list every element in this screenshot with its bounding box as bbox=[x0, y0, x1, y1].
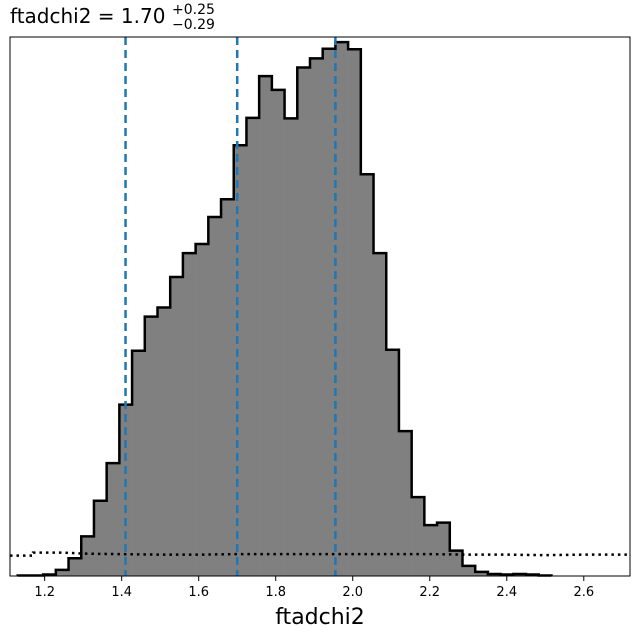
x-tick-label: 1.8 bbox=[265, 585, 286, 600]
histogram-bar bbox=[449, 550, 463, 576]
histogram-bar bbox=[271, 89, 285, 576]
histogram-bar bbox=[81, 536, 95, 576]
histogram-bar bbox=[373, 253, 387, 576]
plot-area: 1.2 1.4 1.6 1.8 2.0 2.2 2.4 2.6 ftadchi2 bbox=[9, 36, 631, 630]
histogram-bars bbox=[17, 42, 552, 577]
histogram-bar bbox=[259, 76, 273, 576]
histogram-bar bbox=[132, 350, 146, 576]
histogram-bar bbox=[144, 316, 158, 576]
axes-frame bbox=[9, 36, 631, 577]
histogram-bar bbox=[475, 571, 489, 576]
x-axis-ticks: 1.2 1.4 1.6 1.8 2.0 2.2 2.4 2.6 bbox=[34, 576, 594, 600]
histogram-bar bbox=[182, 253, 196, 576]
x-axis-label: ftadchi2 bbox=[275, 605, 365, 630]
chart-title: ftadchi2 = 1.70 +0.25 −0.29 bbox=[10, 2, 215, 33]
title-lower-error: −0.29 bbox=[172, 17, 215, 33]
histogram-bar bbox=[424, 525, 438, 576]
histogram-outline bbox=[16, 40, 553, 577]
title-upper-error: +0.25 bbox=[172, 2, 215, 18]
quantile-lines bbox=[124, 37, 337, 576]
histogram-bar bbox=[68, 558, 82, 576]
x-tick-label: 2.6 bbox=[573, 585, 594, 600]
histogram-bar bbox=[119, 404, 133, 576]
histogram-bar bbox=[93, 500, 107, 576]
histogram-bar bbox=[398, 431, 412, 576]
svg-text:ftadchi2 = 1.70: ftadchi2 = 1.70 bbox=[10, 4, 165, 28]
x-tick-label: 1.4 bbox=[111, 585, 132, 600]
x-tick-label: 2.2 bbox=[419, 585, 440, 600]
x-tick-label: 1.2 bbox=[34, 585, 55, 600]
histogram-bar bbox=[297, 67, 311, 577]
histogram-bar bbox=[221, 199, 235, 576]
histogram-bar bbox=[195, 243, 209, 576]
prior-line bbox=[10, 551, 630, 557]
histogram-bar bbox=[157, 307, 171, 576]
histogram-bar bbox=[208, 217, 222, 576]
x-tick-label: 2.0 bbox=[342, 585, 363, 600]
histogram-bar bbox=[335, 42, 349, 577]
histogram-bar bbox=[246, 117, 260, 576]
histogram-bar bbox=[284, 118, 298, 576]
title-param: ftadchi2 bbox=[10, 4, 91, 28]
histogram-bar bbox=[437, 522, 451, 576]
x-tick-label: 1.6 bbox=[188, 585, 209, 600]
histogram-bar bbox=[322, 48, 336, 576]
histogram-bar bbox=[462, 565, 476, 576]
histogram-bar bbox=[309, 58, 323, 576]
histogram-bar bbox=[233, 145, 247, 577]
histogram-bar bbox=[348, 49, 362, 576]
histogram-bar bbox=[386, 349, 400, 576]
histogram-bar bbox=[106, 463, 120, 576]
title-equals: = bbox=[91, 4, 120, 28]
title-value: 1.70 bbox=[121, 4, 166, 28]
histogram-bar bbox=[170, 277, 184, 576]
histogram-bar bbox=[411, 497, 425, 576]
histogram-bar bbox=[55, 569, 69, 576]
x-tick-label: 2.4 bbox=[496, 585, 517, 600]
histogram-bar bbox=[360, 174, 374, 576]
